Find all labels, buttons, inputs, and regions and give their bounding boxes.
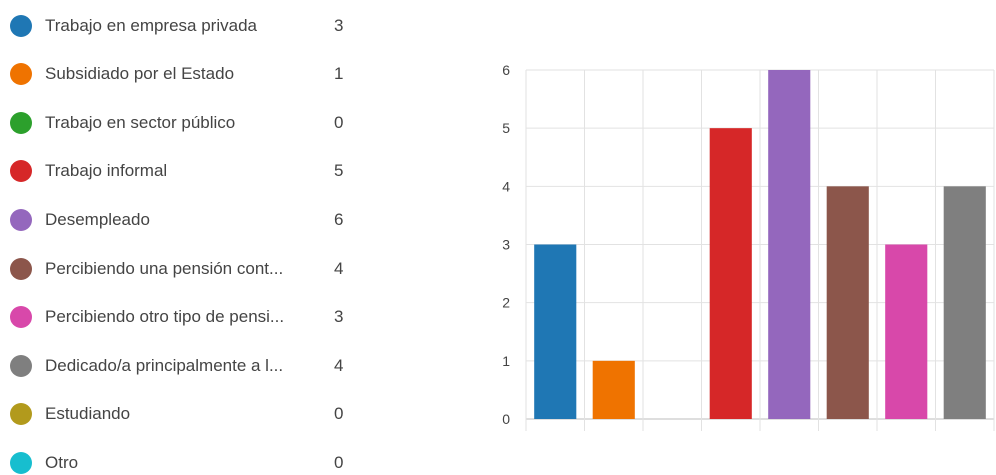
- legend-color-dot: [10, 452, 32, 474]
- chart-bars: Trabajo en empresa privada: 3 Subsidiado …: [534, 70, 986, 419]
- legend-item-trabajo-informal[interactable]: Trabajo informal 5: [10, 159, 360, 183]
- legend-label: Trabajo informal: [45, 161, 168, 180]
- legend-item-trabajo-empresa-privada[interactable]: Trabajo en empresa privada 3: [10, 14, 360, 38]
- legend-color-dot: [10, 112, 32, 134]
- legend-count: 4: [334, 259, 344, 278]
- y-tick-label: 4: [502, 178, 510, 194]
- bar-3[interactable]: Trabajo informal: 5: [709, 128, 752, 419]
- legend-item-otro-tipo-pension[interactable]: Percibiendo otro tipo de pensi... 3: [10, 305, 360, 329]
- bar-1[interactable]: Subsidiado por el Estado: 1: [592, 360, 635, 419]
- y-tick-label: 2: [502, 295, 510, 311]
- legend-label: Desempleado: [45, 210, 150, 229]
- bar-4[interactable]: Desempleado: 6: [768, 70, 811, 419]
- legend-count: 3: [334, 16, 344, 35]
- chart-grid: [525, 69, 995, 431]
- chart-legend: Trabajo en empresa privada 3 Subsidiado …: [0, 0, 380, 474]
- y-axis-ticks: 0 1 2 3 4 5 6: [502, 62, 510, 427]
- legend-label: Subsidiado por el Estado: [45, 64, 235, 83]
- bar-0[interactable]: Trabajo en empresa privada: 3: [534, 244, 577, 420]
- y-tick-label: 3: [502, 237, 510, 253]
- legend-count: 0: [334, 404, 344, 423]
- bar-7[interactable]: Dedicado/a principalmente a l...: 4: [943, 186, 986, 419]
- legend-count: 6: [334, 210, 344, 229]
- legend-label: Percibiendo otro tipo de pensi...: [45, 307, 285, 326]
- legend-count: 1: [334, 64, 344, 83]
- legend-color-dot: [10, 306, 32, 328]
- legend-item-sector-publico[interactable]: Trabajo en sector público 0: [10, 111, 360, 135]
- legend-count: 3: [334, 307, 344, 326]
- legend-count: 0: [334, 113, 344, 132]
- y-tick-label: 1: [502, 353, 510, 369]
- legend-color-dot: [10, 15, 32, 37]
- y-tick-label: 6: [502, 62, 510, 78]
- bar-5[interactable]: Percibiendo una pensión cont...: 4: [826, 186, 869, 419]
- y-tick-label: 0: [502, 411, 510, 427]
- legend-label: Percibiendo una pensión cont...: [45, 259, 284, 278]
- legend-label: Trabajo en sector público: [45, 113, 236, 132]
- legend-label: Trabajo en empresa privada: [45, 16, 257, 35]
- legend-color-dot: [10, 403, 32, 425]
- legend-item-dedicado[interactable]: Dedicado/a principalmente a l... 4: [10, 354, 360, 378]
- legend-count: 0: [334, 453, 344, 472]
- legend-item-pension-contributiva[interactable]: Percibiendo una pensión cont... 4: [10, 257, 360, 281]
- legend-color-dot: [10, 258, 32, 280]
- legend-item-subsidiado-estado[interactable]: Subsidiado por el Estado 1: [10, 62, 360, 86]
- legend-item-estudiando[interactable]: Estudiando 0: [10, 402, 360, 426]
- legend-item-otro[interactable]: Otro 0: [10, 451, 360, 475]
- legend-color-dot: [10, 355, 32, 377]
- legend-label: Dedicado/a principalmente a l...: [45, 356, 284, 375]
- legend-color-dot: [10, 63, 32, 85]
- y-tick-label: 5: [502, 120, 510, 136]
- legend-color-dot: [10, 209, 32, 231]
- legend-item-desempleado[interactable]: Desempleado 6: [10, 208, 360, 232]
- legend-count: 5: [334, 161, 344, 180]
- bar-chart: Trabajo en empresa privada: 3 Subsidiado …: [502, 62, 995, 431]
- legend-count: 4: [334, 356, 344, 375]
- legend-label: Estudiando: [45, 404, 131, 423]
- bar-6[interactable]: Percibiendo otro tipo de pensi...: 3: [885, 244, 928, 420]
- legend-color-dot: [10, 160, 32, 182]
